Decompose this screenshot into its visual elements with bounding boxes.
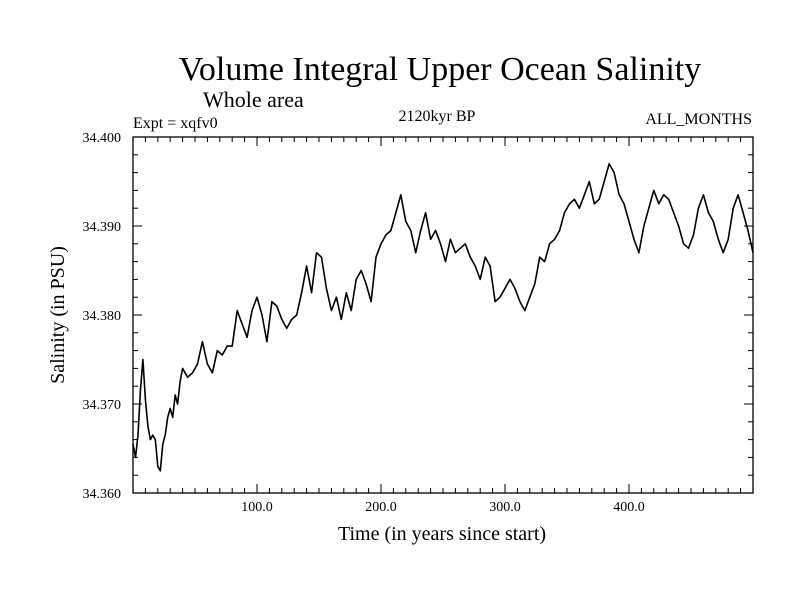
tick-layer	[133, 137, 753, 493]
months-label: ALL_MONTHS	[645, 111, 752, 128]
y-tick-label: 34.400	[83, 131, 122, 146]
x-axis-label: Time (in years since start)	[338, 523, 546, 545]
x-tick-label: 200.0	[365, 500, 397, 515]
period-label: 2120kyr BP	[399, 108, 476, 125]
x-tick-label: 400.0	[613, 500, 645, 515]
experiment-label: Expt = xqfv0	[133, 115, 218, 132]
x-tick-label: 100.0	[241, 500, 273, 515]
chart-subtitle: Whole area	[203, 87, 304, 112]
y-tick-label: 34.380	[83, 309, 122, 324]
chart-title: Volume Integral Upper Ocean Salinity	[179, 51, 701, 88]
series-line-salinity	[132, 162, 754, 472]
y-axis-label: Salinity (in PSU)	[47, 246, 69, 384]
x-tick-label: 300.0	[489, 500, 521, 515]
plot-frame	[132, 136, 754, 494]
series-layer	[132, 162, 754, 472]
y-tick-label: 34.390	[83, 220, 122, 235]
tick-label-layer: 100.0 200.0 300.0 400.0 34.360 34.370 34.380 34…	[83, 131, 645, 515]
y-tick-label: 34.370	[83, 398, 122, 413]
y-tick-label: 34.360	[83, 487, 122, 502]
